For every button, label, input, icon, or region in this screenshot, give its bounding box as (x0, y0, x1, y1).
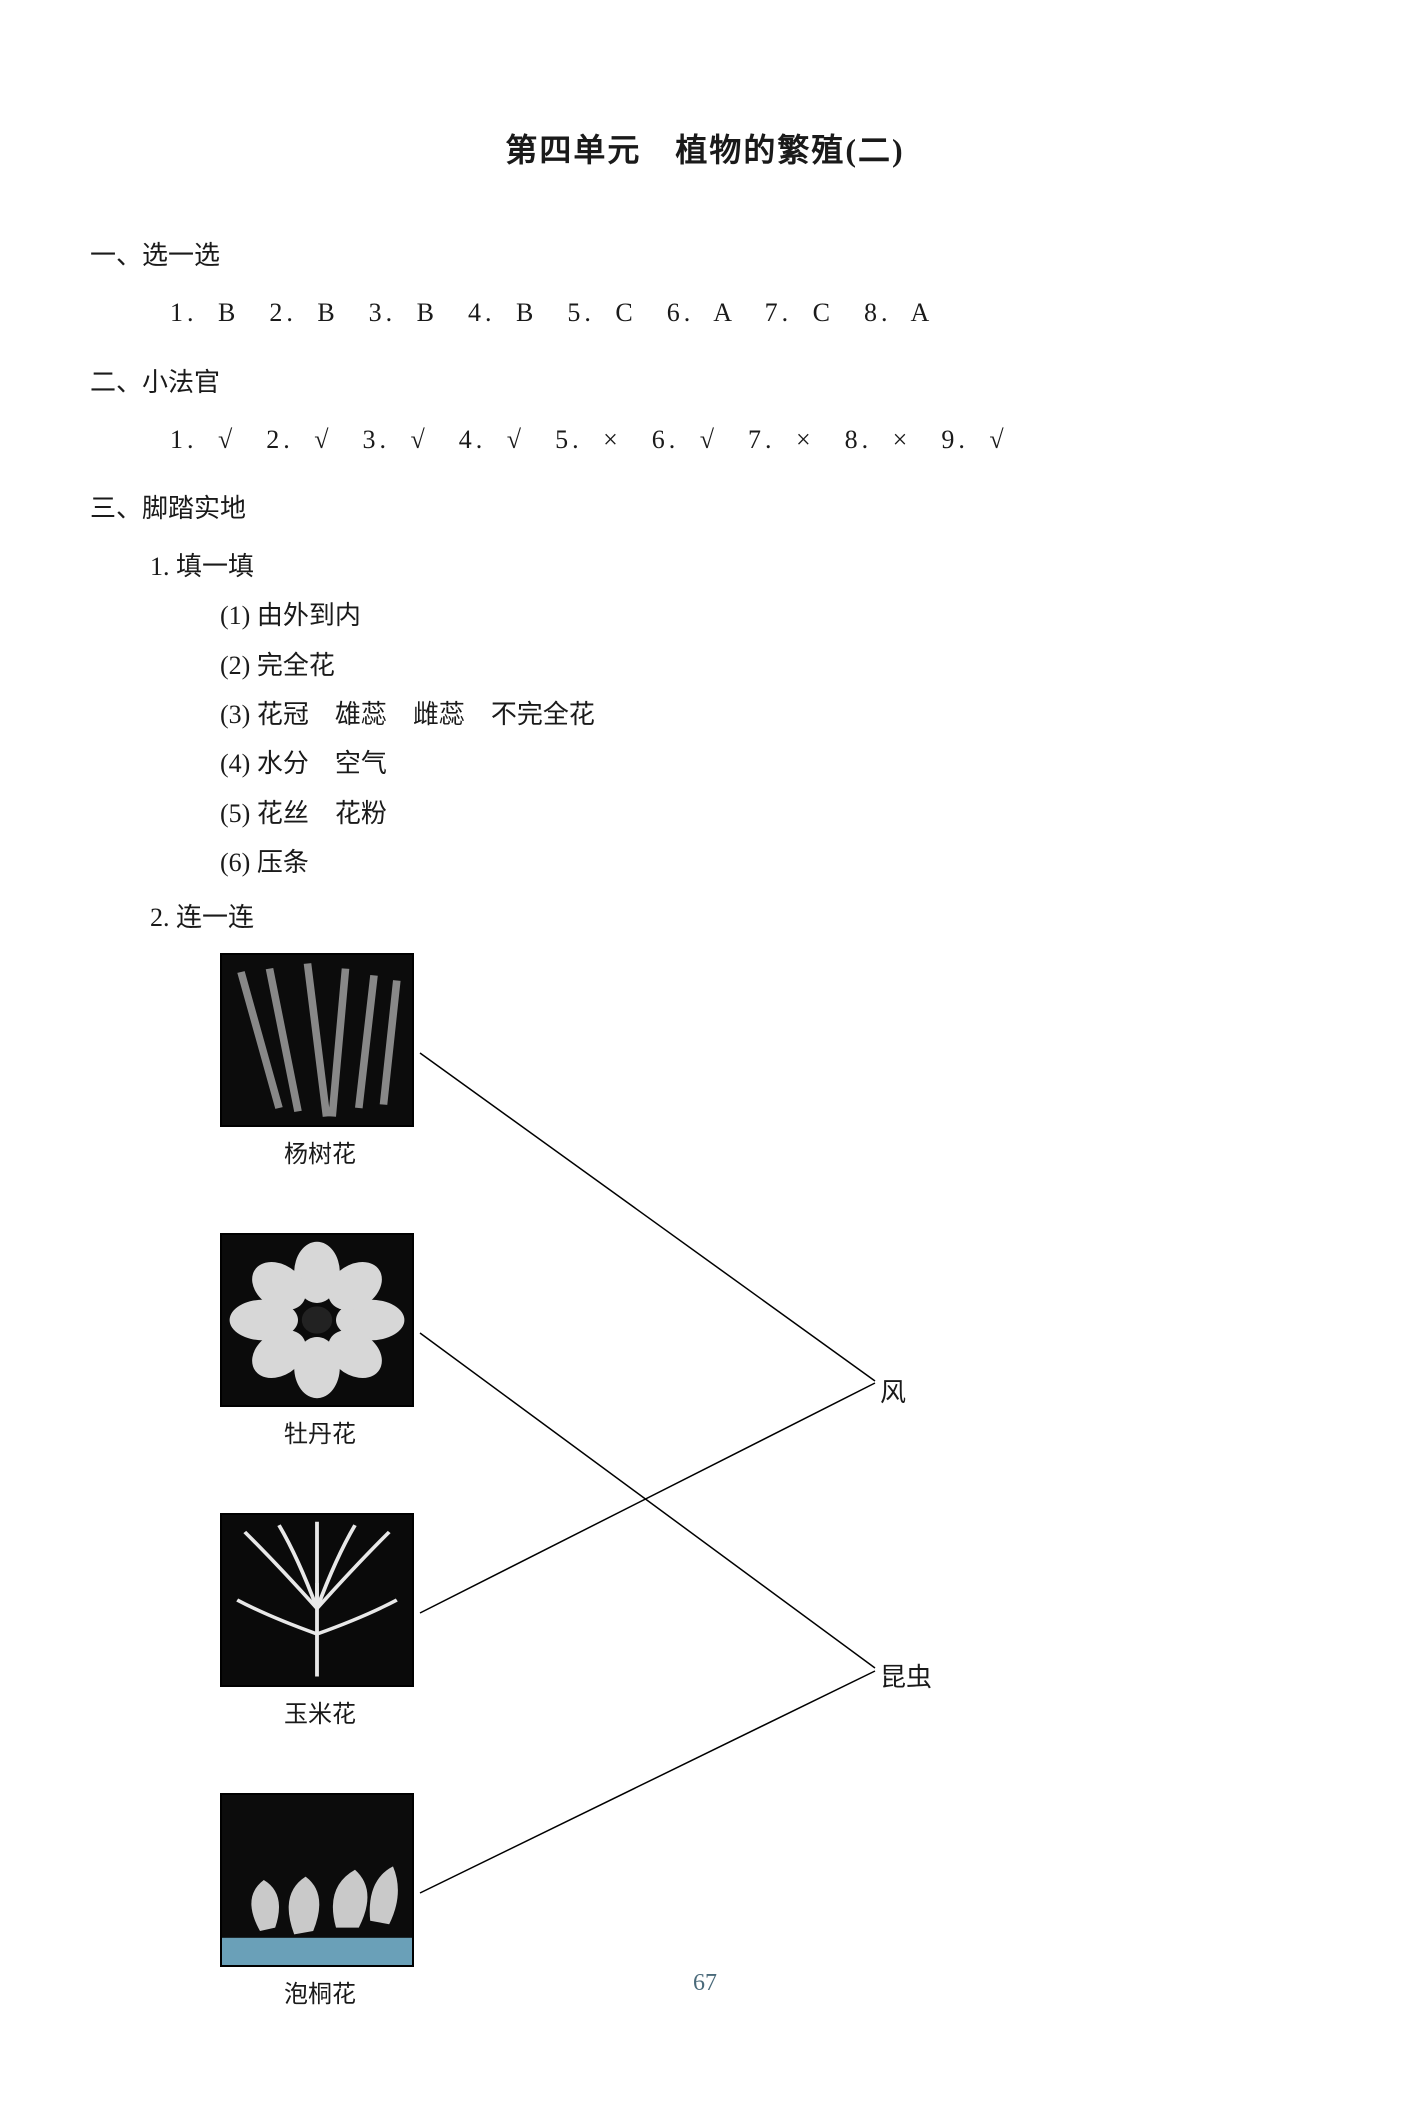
section-3-sub2: 2. 连一连 (90, 893, 1320, 942)
line-a-wind (420, 1053, 875, 1381)
line-d-insect (420, 1671, 875, 1893)
flower-b: 牡丹花 (220, 1233, 420, 1459)
flower-c-caption: 玉米花 (220, 1693, 420, 1739)
fill-2: (2) 完全花 (90, 641, 1320, 690)
section-3-sub1: 1. 填一填 (90, 542, 1320, 591)
flower-a-caption: 杨树花 (220, 1133, 420, 1179)
target-insect: 昆虫 (880, 1653, 932, 1702)
flower-a: 杨树花 (220, 953, 420, 1179)
flower-c: 玉米花 (220, 1513, 420, 1739)
flower-b-image (220, 1233, 414, 1407)
section-1-answers: 1. B 2. B 3. B 4. B 5. C 6. A 7. C 8. A (90, 288, 1320, 337)
matching-diagram: 杨树花 (220, 953, 1120, 2103)
fill-5: (5) 花丝 花粉 (90, 789, 1320, 838)
flower-d-image (220, 1793, 414, 1967)
page-number: 67 (0, 1961, 1410, 2007)
section-1-header: 一、选一选 (90, 231, 1320, 280)
target-wind: 风 (880, 1368, 906, 1417)
page-title: 第四单元 植物的繁殖(二) (90, 120, 1320, 181)
fill-4: (4) 水分 空气 (90, 739, 1320, 788)
line-b-insect (420, 1333, 875, 1668)
flower-a-image (220, 953, 414, 1127)
section-2-answers: 1. √ 2. √ 3. √ 4. √ 5. × 6. √ 7. × 8. × … (90, 415, 1320, 464)
section-2-header: 二、小法官 (90, 358, 1320, 407)
section-3-header: 三、脚踏实地 (90, 484, 1320, 533)
fill-3: (3) 花冠 雄蕊 雌蕊 不完全花 (90, 690, 1320, 739)
line-c-wind (420, 1383, 875, 1613)
fill-6: (6) 压条 (90, 838, 1320, 887)
flower-c-image (220, 1513, 414, 1687)
document-page: 第四单元 植物的繁殖(二) 一、选一选 1. B 2. B 3. B 4. B … (0, 0, 1410, 2047)
fill-1: (1) 由外到内 (90, 591, 1320, 640)
flower-b-caption: 牡丹花 (220, 1413, 420, 1459)
